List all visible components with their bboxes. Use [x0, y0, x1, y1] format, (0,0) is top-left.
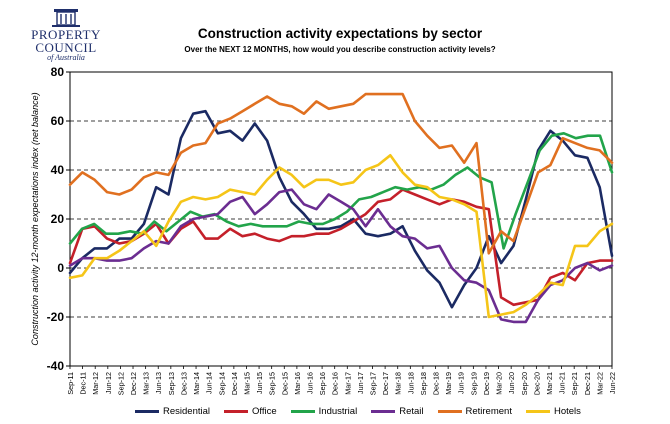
x-tick-label: Dec-17 [381, 372, 390, 395]
x-tick-label: Jun-19 [457, 372, 466, 394]
x-tick-label: Dec-21 [583, 372, 592, 395]
y-axis-label: Construction activity 12-month expectati… [30, 92, 40, 345]
legend-label: Office [252, 405, 277, 417]
series-line-retirement [68, 92, 614, 255]
x-tick-label: Sep-12 [116, 372, 125, 395]
legend-item-hotels: Hotels [525, 404, 581, 418]
x-tick-label: Dec-20 [532, 372, 541, 395]
y-tick-label: 40 [51, 163, 65, 177]
legend-swatch [224, 409, 248, 413]
y-tick-label: -40 [47, 359, 65, 373]
x-tick-label: Mar-17 [343, 372, 352, 395]
x-tick-label: Jun-21 [558, 372, 567, 394]
x-tick-label: Sep-13 [167, 372, 176, 395]
x-tick-label: Mar-14 [192, 372, 201, 395]
legend-label: Retail [399, 405, 424, 417]
legend-swatch [437, 409, 462, 413]
x-tick-label: Jun-20 [507, 372, 516, 394]
series-line-industrial [68, 132, 614, 250]
x-tick-label: Sep-19 [469, 372, 478, 395]
chart-legend: Residential Office Industrial Retail Retirem… [135, 404, 581, 418]
series-line-hotels [68, 154, 614, 319]
x-tick-label: Dec-15 [280, 372, 289, 395]
x-tick-label: Sep-14 [217, 372, 226, 395]
series-line-office [68, 188, 614, 307]
x-tick-label: Mar-15 [242, 372, 251, 395]
legend-swatch [371, 409, 396, 413]
x-tick-label: Sep-15 [268, 372, 277, 395]
x-tick-label: Sep-18 [419, 372, 428, 395]
logo-text-line3: of Australia [47, 53, 85, 62]
y-tick-label: 0 [57, 261, 64, 275]
legend-item-residential: Residential [135, 404, 210, 418]
x-tick-label: Sep-11 [66, 372, 75, 395]
x-tick-label: Dec-14 [230, 372, 239, 395]
x-tick-label: Mar-21 [545, 372, 554, 395]
property-council-logo: PROPERTY COUNCIL of Australia [6, 4, 126, 64]
x-tick-label: Mar-12 [91, 372, 100, 395]
building-icon [52, 9, 80, 27]
x-tick-label: Jun-13 [154, 372, 163, 394]
legend-label: Industrial [318, 405, 358, 417]
x-tick-label: Jun-15 [255, 372, 264, 394]
x-tick-label: Dec-16 [331, 372, 340, 395]
legend-item-office: Office [224, 404, 277, 418]
x-tick-label: Mar-13 [142, 372, 151, 395]
legend-label: Hotels [553, 405, 581, 417]
x-tick-label: Mar-18 [394, 372, 403, 395]
series-line-residential [68, 109, 614, 309]
x-tick-label: Sep-17 [369, 372, 378, 395]
y-tick-label: -20 [47, 310, 65, 324]
x-tick-label: Dec-19 [482, 372, 491, 395]
chart-title: Construction activity expectations by se… [197, 26, 483, 41]
x-tick-label: Sep-21 [570, 372, 579, 395]
x-tick-label: Mar-19 [444, 372, 453, 395]
x-tick-label: Jun-14 [205, 372, 214, 394]
x-tick-label: Jun-12 [104, 372, 113, 394]
legend-swatch [525, 409, 550, 413]
x-tick-label: Jun-17 [356, 372, 365, 394]
x-tick-label: Dec-12 [129, 372, 138, 395]
legend-swatch [135, 409, 159, 413]
chart-subtitle: Over the NEXT 12 MONTHS, how would you d… [184, 45, 496, 54]
plot-frame [69, 71, 613, 367]
x-tick-label: Dec-13 [179, 372, 188, 395]
legend-item-retail: Retail [371, 404, 424, 418]
x-tick-label: Mar-20 [495, 372, 504, 395]
x-tick-label: Dec-11 [79, 372, 88, 395]
x-tick-label: Dec-18 [432, 372, 441, 395]
x-tick-label: Jun-22 [608, 372, 617, 394]
legend-label: Retirement [465, 405, 512, 417]
x-tick-label: Jun-18 [406, 372, 415, 394]
x-tick-label: Sep-20 [520, 372, 529, 395]
logo-text-line2: COUNCIL [35, 40, 97, 55]
x-tick-label: Mar-22 [595, 372, 604, 395]
x-tick-label: Mar-16 [293, 372, 302, 395]
logo-text-line1: PROPERTY [31, 27, 101, 42]
legend-label: Residential [163, 405, 210, 417]
y-tick-label: 80 [51, 65, 65, 79]
x-tick-label: Sep-16 [318, 372, 327, 395]
legend-item-industrial: Industrial [290, 404, 358, 418]
y-tick-label: 20 [51, 212, 65, 226]
legend-item-retirement: Retirement [437, 404, 512, 418]
x-tick-label: Jun-16 [305, 372, 314, 394]
legend-swatch [290, 409, 315, 413]
series-line-retail [68, 188, 614, 324]
y-tick-label: 60 [51, 114, 65, 128]
